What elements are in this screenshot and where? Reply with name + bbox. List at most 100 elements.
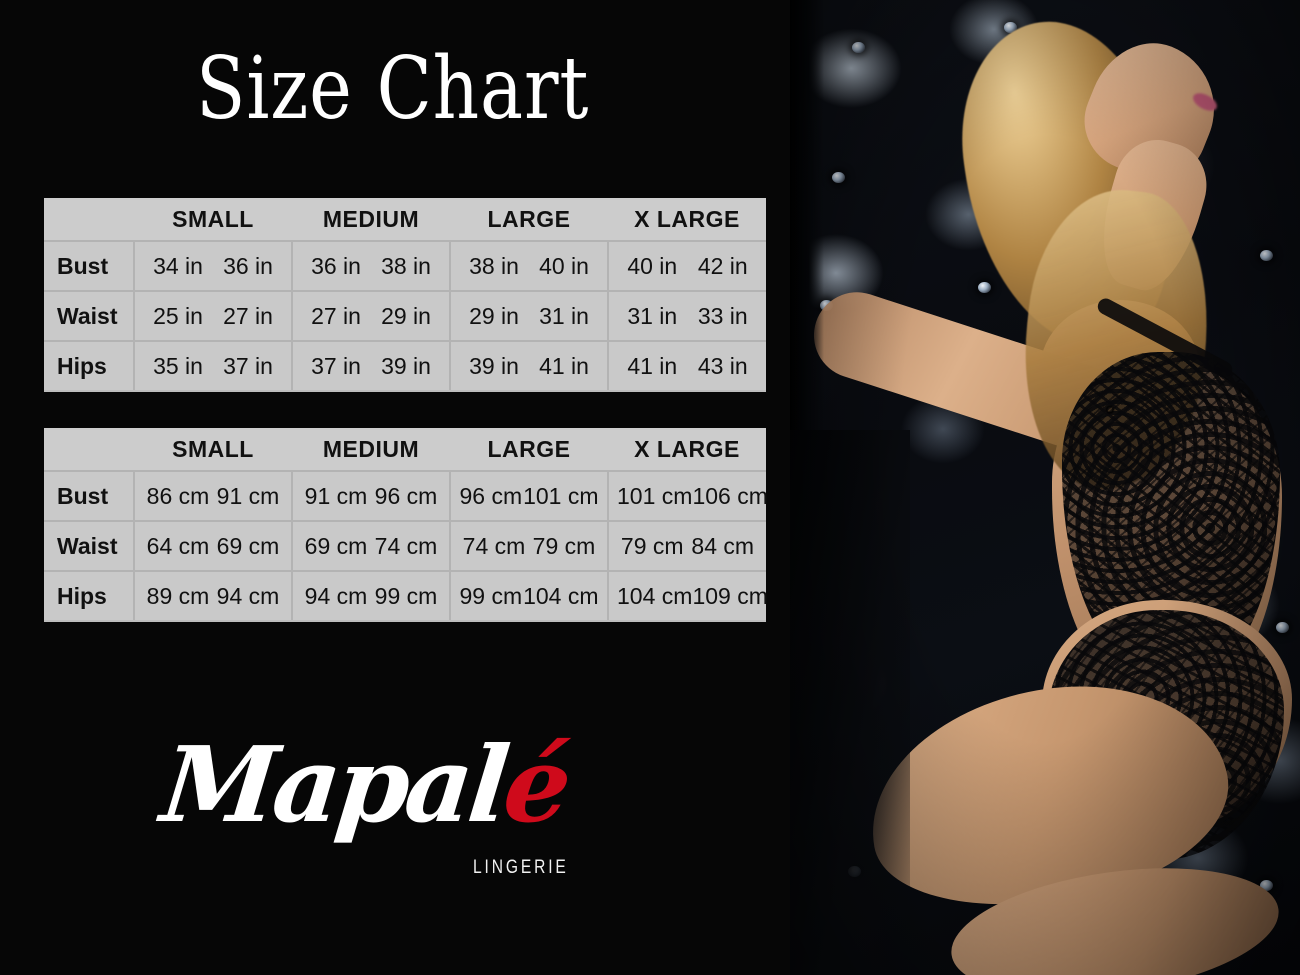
cell-bust-xlarge-cm: 101 cm 106 cm xyxy=(608,470,768,521)
left-content-panel: Size Chart SMALL MEDIUM LARGE X LARGE Bu… xyxy=(44,46,768,903)
cell-waist-large-inches: 29 in 31 in xyxy=(450,290,609,341)
value-max: 43 in xyxy=(697,352,748,379)
cell-bust-large-inches: 38 in 40 in xyxy=(450,240,609,291)
cell-bust-large-cm: 96 cm 101 cm xyxy=(450,470,609,521)
value-max: 29 in xyxy=(381,302,431,329)
cell-waist-xlarge-inches: 31 in 33 in xyxy=(608,290,766,341)
value-min: 40 in xyxy=(627,252,678,279)
value-max: 109 cm xyxy=(692,582,768,609)
value-max: 96 cm xyxy=(374,482,438,509)
brand-logo: Mapalé LINGERIE xyxy=(156,723,598,903)
cell-bust-medium-cm: 91 cm 96 cm xyxy=(292,470,451,521)
value-max: 42 in xyxy=(697,252,748,279)
cell-bust-xlarge-inches: 40 in 42 in xyxy=(608,240,766,291)
value-min: 25 in xyxy=(153,302,203,329)
value-max: 39 in xyxy=(381,352,431,379)
value-min: 101 cm xyxy=(617,482,693,509)
value-max: 104 cm xyxy=(523,582,599,609)
value-max: 27 in xyxy=(223,302,273,329)
cell-hips-small-inches: 35 in 37 in xyxy=(134,340,293,392)
header-corner-cm xyxy=(44,428,134,471)
value-min: 96 cm xyxy=(459,482,523,509)
value-max: 69 cm xyxy=(216,532,280,559)
cell-bust-small-cm: 86 cm 91 cm xyxy=(134,470,293,521)
value-max: 91 cm xyxy=(216,482,280,509)
header-xlarge-cm: X LARGE xyxy=(608,428,766,471)
value-max: 41 in xyxy=(539,352,589,379)
value-max: 36 in xyxy=(223,252,273,279)
cell-hips-medium-cm: 94 cm 99 cm xyxy=(292,570,451,622)
value-max: 33 in xyxy=(697,302,748,329)
tufting-stud xyxy=(978,282,991,293)
row-label-waist-cm: Waist xyxy=(44,520,135,571)
table-header-row-inches: SMALL MEDIUM LARGE X LARGE xyxy=(44,198,766,241)
value-min: 89 cm xyxy=(146,582,210,609)
value-max: 38 in xyxy=(381,252,431,279)
cell-waist-xlarge-cm: 79 cm 84 cm xyxy=(608,520,766,571)
tufting-stud xyxy=(1260,250,1273,261)
cell-hips-large-inches: 39 in 41 in xyxy=(450,340,609,392)
row-label-hips-inches: Hips xyxy=(44,340,135,392)
cell-hips-medium-inches: 37 in 39 in xyxy=(292,340,451,392)
value-min: 39 in xyxy=(469,352,519,379)
table-row: Waist 25 in 27 in 27 in 29 in 29 in 31 in 3… xyxy=(44,290,766,341)
row-label-waist-inches: Waist xyxy=(44,290,135,341)
value-min: 29 in xyxy=(469,302,519,329)
value-max: 99 cm xyxy=(374,582,438,609)
size-table-inches: SMALL MEDIUM LARGE X LARGE Bust 34 in 36 … xyxy=(44,198,766,392)
tufting-stud xyxy=(1276,622,1289,633)
value-min: 35 in xyxy=(153,352,203,379)
row-label-bust-cm: Bust xyxy=(44,470,135,521)
table-row: Waist 64 cm 69 cm 69 cm 74 cm 74 cm 79 cm 7… xyxy=(44,520,766,571)
header-corner-inches xyxy=(44,198,134,241)
value-max: 94 cm xyxy=(216,582,280,609)
header-large-cm: LARGE xyxy=(450,428,608,471)
row-label-hips-cm: Hips xyxy=(44,570,135,622)
value-min: 41 in xyxy=(627,352,678,379)
cell-waist-medium-cm: 69 cm 74 cm xyxy=(292,520,451,571)
cell-hips-small-cm: 89 cm 94 cm xyxy=(134,570,293,622)
value-max: 106 cm xyxy=(692,482,768,509)
cell-waist-small-cm: 64 cm 69 cm xyxy=(134,520,293,571)
cell-waist-medium-inches: 27 in 29 in xyxy=(292,290,451,341)
value-min: 31 in xyxy=(627,302,678,329)
table-row: Hips 89 cm 94 cm 94 cm 99 cm 99 cm 104 cm 1… xyxy=(44,570,768,622)
header-medium-cm: MEDIUM xyxy=(292,428,450,471)
value-min: 27 in xyxy=(311,302,361,329)
value-max: 79 cm xyxy=(532,532,596,559)
brand-wordmark: Mapalé xyxy=(156,723,573,846)
value-min: 86 cm xyxy=(146,482,210,509)
value-max: 40 in xyxy=(539,252,589,279)
value-min: 64 cm xyxy=(146,532,210,559)
cell-hips-large-cm: 99 cm 104 cm xyxy=(450,570,609,622)
value-min: 37 in xyxy=(311,352,361,379)
value-min: 99 cm xyxy=(459,582,523,609)
value-min: 79 cm xyxy=(620,532,684,559)
value-max: 84 cm xyxy=(691,532,755,559)
row-label-bust-inches: Bust xyxy=(44,240,135,291)
table-row: Hips 35 in 37 in 37 in 39 in 39 in 41 in 41… xyxy=(44,340,766,392)
brand-subtitle: LINGERIE xyxy=(473,857,569,878)
size-table-centimeters: SMALL MEDIUM LARGE X LARGE Bust 86 cm 91 … xyxy=(44,428,768,622)
value-min: 104 cm xyxy=(617,582,693,609)
header-large-inches: LARGE xyxy=(450,198,608,241)
header-small-cm: SMALL xyxy=(134,428,292,471)
tufting-stud xyxy=(832,172,845,183)
header-xlarge-inches: X LARGE xyxy=(608,198,766,241)
value-max: 31 in xyxy=(539,302,589,329)
cell-hips-xlarge-inches: 41 in 43 in xyxy=(608,340,766,392)
photo-dark-panel xyxy=(790,430,910,975)
brand-name-accent: é xyxy=(498,723,574,846)
cell-bust-medium-inches: 36 in 38 in xyxy=(292,240,451,291)
value-min: 74 cm xyxy=(462,532,526,559)
tufting-stud xyxy=(852,42,865,53)
cell-hips-xlarge-cm: 104 cm 109 cm xyxy=(608,570,768,622)
table-row: Bust 86 cm 91 cm 91 cm 96 cm 96 cm 101 cm 1… xyxy=(44,470,768,521)
value-max: 37 in xyxy=(223,352,273,379)
value-max: 101 cm xyxy=(523,482,599,509)
value-min: 69 cm xyxy=(304,532,368,559)
value-max: 74 cm xyxy=(374,532,438,559)
cell-bust-small-inches: 34 in 36 in xyxy=(134,240,293,291)
value-min: 36 in xyxy=(311,252,361,279)
